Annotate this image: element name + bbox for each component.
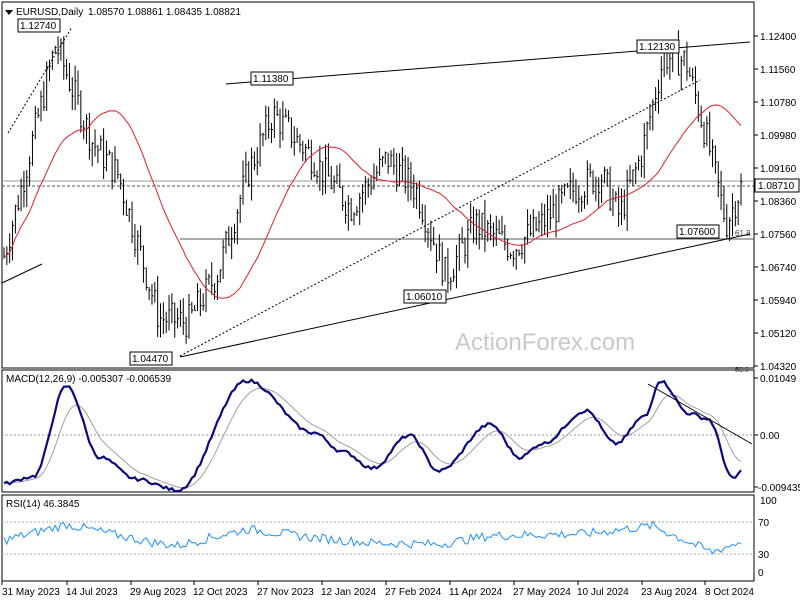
- annotation-box: [636, 39, 680, 54]
- price-tick-label: 1.12400: [760, 32, 797, 43]
- symbol-label: EURUSD,Daily: [16, 7, 83, 18]
- x-tick-label: 11 Apr 2024: [449, 587, 503, 598]
- x-tick-label: 29 Aug 2023: [130, 587, 187, 598]
- moving-average-line: [3, 104, 742, 299]
- price-tick-label: 1.10780: [760, 98, 797, 109]
- price-tick-label: 1.09980: [760, 131, 797, 142]
- rsi-panel-frame: [1, 494, 755, 582]
- annotation-box: [676, 224, 720, 239]
- watermark: ActionForex.com: [455, 329, 635, 356]
- macd-signal-line: [3, 387, 742, 489]
- annotation-label: 1.07600: [679, 227, 716, 238]
- trend-line-left-stub: [1, 263, 43, 284]
- current-price-label: 1.08710: [758, 181, 795, 192]
- annotation-box: [250, 71, 294, 86]
- annotation-box: [403, 289, 447, 304]
- price-tick-label: 1.06740: [760, 263, 797, 274]
- macd-trend-line: [647, 383, 753, 445]
- price-panel-frame: [1, 1, 755, 369]
- rsi-title: RSI(14) 46.3845: [6, 499, 80, 510]
- annotation-label: 1.04470: [132, 354, 169, 365]
- macd-main-line: [3, 378, 742, 493]
- price-tick-label: 1.04320: [760, 362, 797, 373]
- rsi-tick-label: 100: [760, 496, 777, 507]
- price-tick-label: 1.09160: [760, 164, 797, 175]
- macd-tick-label: 0.01049: [760, 374, 797, 385]
- x-tick-label: 27 May 2024: [513, 587, 571, 598]
- price-tick-label: 1.11560: [760, 65, 796, 76]
- rising-support-line: [179, 233, 751, 358]
- macd-panel-frame: [1, 369, 755, 493]
- current-price-box: [754, 178, 800, 193]
- price-tick-label: 1.08360: [760, 197, 797, 208]
- x-tick-label: 27 Feb 2024: [385, 587, 442, 598]
- x-tick-label: 14 Jul 2023: [66, 587, 118, 598]
- annotation-label: 1.11380: [253, 74, 289, 85]
- bottom-edge-label: 50.0: [735, 367, 749, 374]
- x-tick-label: 23 Aug 2024: [641, 587, 698, 598]
- x-tick-label: 10 Jul 2024: [577, 587, 629, 598]
- rsi-line: [3, 520, 742, 555]
- x-axis: 31 May 2023 14 Jul 2023 29 Aug 2023 12 O…: [1, 581, 754, 598]
- dropdown-triangle-icon[interactable]: [5, 10, 13, 15]
- dotted-trend-line-left: [7, 26, 73, 134]
- macd-tick-label: 0.00: [760, 431, 780, 442]
- macd-tick-label: -0.009435: [758, 483, 800, 494]
- ohlc-text: 1.08570 1.08861 1.08435 1.08821: [88, 7, 241, 18]
- annotation-label: 1.06010: [406, 292, 443, 303]
- price-candles: [3, 30, 743, 344]
- x-tick-label: 27 Nov 2023: [257, 587, 314, 598]
- x-tick-label: 31 May 2023: [2, 587, 60, 598]
- price-y-axis: 1.12400 1.11560 1.10780 1.09980 1.09160 …: [754, 32, 797, 373]
- rsi-tick-label: 0: [758, 568, 764, 579]
- annotation-box: [17, 18, 61, 33]
- rsi-tick-label: 70: [758, 518, 770, 529]
- price-tick-label: 1.05120: [760, 329, 797, 340]
- annotation-label: 1.12740: [20, 21, 57, 32]
- rsi-tick-label: 30: [758, 550, 770, 561]
- annotation-label: 1.12130: [639, 42, 676, 53]
- x-tick-label: 12 Jan 2024: [321, 587, 376, 598]
- x-tick-label: 12 Oct 2023: [193, 587, 248, 598]
- fib-level-label: 61.8: [735, 229, 751, 238]
- macd-title: MACD(12,26,9) -0.005307 -0.006539: [6, 374, 172, 385]
- annotation-box: [129, 351, 173, 366]
- price-tick-label: 1.05940: [760, 296, 797, 307]
- price-tick-label: 1.07560: [760, 230, 797, 241]
- x-tick-label: 8 Oct 2024: [705, 587, 754, 598]
